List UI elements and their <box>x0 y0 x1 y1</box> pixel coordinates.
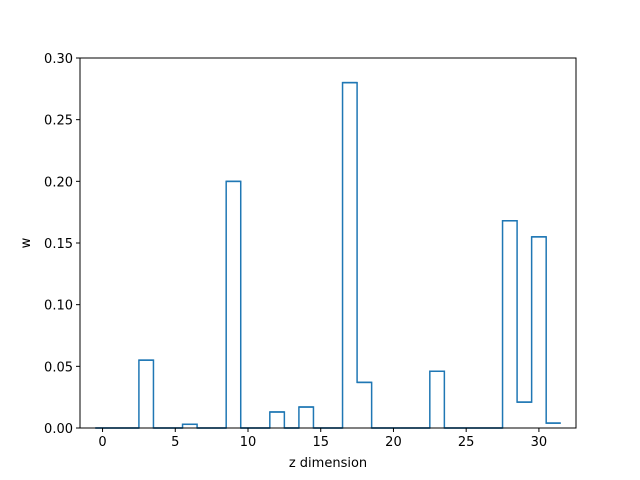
y-tick-label: 0.20 <box>44 175 73 190</box>
x-axis-ticks: 0 5 10 15 20 25 30 <box>98 428 547 450</box>
y-tick-label: 0.10 <box>44 299 73 314</box>
x-tick-label: 25 <box>458 435 475 450</box>
y-tick-label: 0.00 <box>44 422 73 437</box>
y-tick-label: 0.15 <box>44 237 73 252</box>
y-tick-label: 0.05 <box>44 360 73 375</box>
y-tick-label: 0.25 <box>44 114 73 129</box>
x-tick-label: 20 <box>385 435 402 450</box>
y-axis-label: w <box>19 237 34 248</box>
x-tick-label: 0 <box>98 435 106 450</box>
x-axis-label: z dimension <box>289 456 367 471</box>
x-tick-label: 10 <box>240 435 257 450</box>
y-axis-ticks: 0.00 0.05 0.10 0.15 0.20 0.25 0.30 <box>44 52 80 437</box>
x-tick-label: 15 <box>312 435 329 450</box>
x-tick-label: 30 <box>531 435 548 450</box>
x-tick-label: 5 <box>171 435 179 450</box>
y-tick-label: 0.30 <box>44 52 73 67</box>
